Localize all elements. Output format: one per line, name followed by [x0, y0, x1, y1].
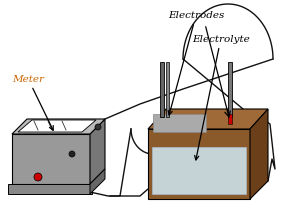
- Circle shape: [95, 124, 101, 130]
- Polygon shape: [90, 119, 105, 184]
- Polygon shape: [148, 109, 268, 129]
- Text: Electrodes: Electrodes: [168, 11, 224, 115]
- Polygon shape: [12, 134, 90, 184]
- Text: Meter: Meter: [12, 75, 53, 131]
- Polygon shape: [90, 169, 105, 194]
- Bar: [228, 115, 232, 124]
- Bar: [228, 63, 232, 117]
- Bar: [160, 63, 164, 117]
- Circle shape: [34, 173, 42, 181]
- Polygon shape: [152, 147, 246, 194]
- Polygon shape: [153, 115, 206, 132]
- Bar: [166, 63, 169, 117]
- Polygon shape: [12, 119, 105, 134]
- Polygon shape: [18, 121, 96, 132]
- Polygon shape: [148, 129, 250, 199]
- Polygon shape: [250, 109, 268, 199]
- Text: Electrolyte: Electrolyte: [192, 35, 250, 160]
- Polygon shape: [8, 184, 92, 194]
- Circle shape: [69, 151, 75, 157]
